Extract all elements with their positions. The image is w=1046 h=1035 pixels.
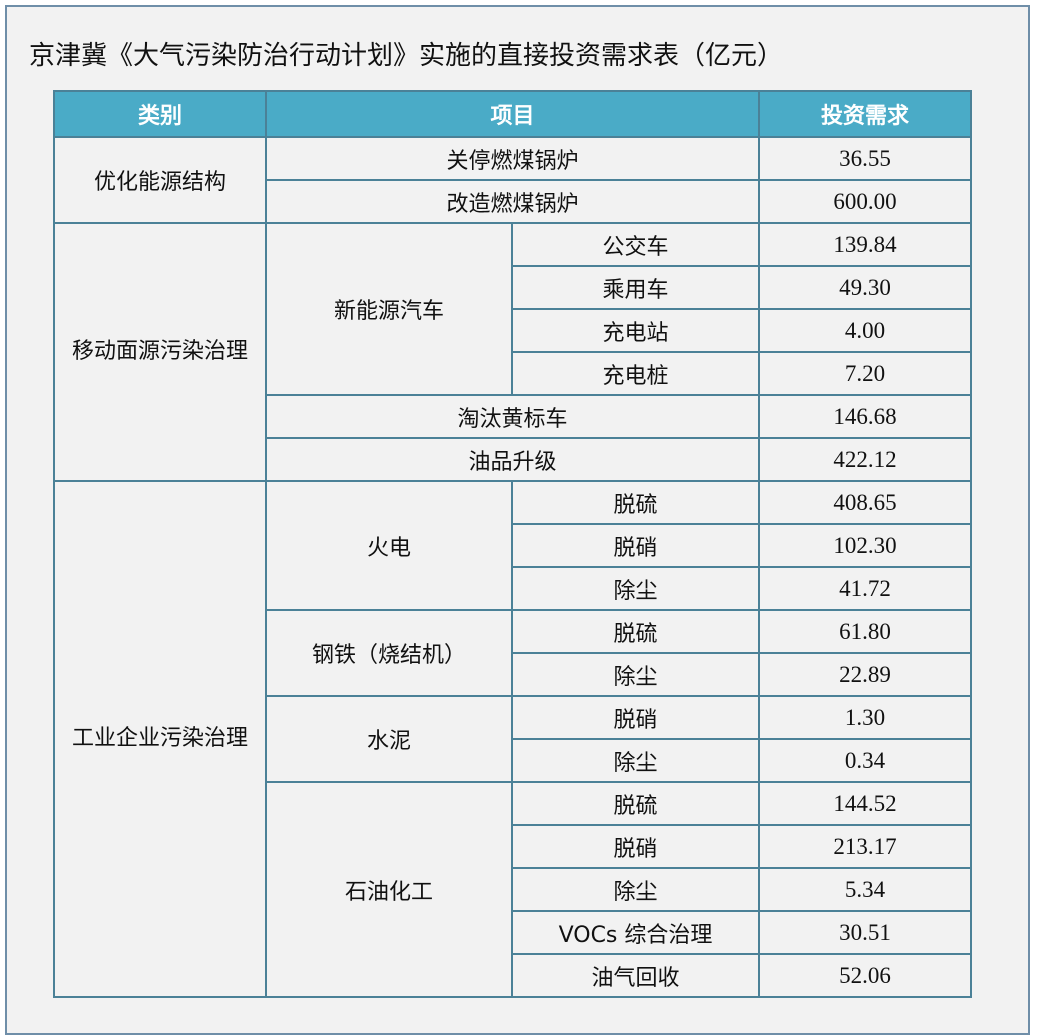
table-row: 除尘 0.34 <box>54 738 972 783</box>
value-cell: 139.84 <box>758 222 972 267</box>
table-row: 充电站 4.00 <box>54 308 972 353</box>
table-row: 水泥 脱硝 1.30 <box>54 695 972 783</box>
item-cell: 除尘 <box>511 867 760 912</box>
value-cell: 61.80 <box>758 609 972 654</box>
table-row: 脱硝 102.30 <box>54 523 972 568</box>
value-cell: 213.17 <box>758 824 972 869</box>
table-row: VOCs 综合治理 30.51 <box>54 910 972 955</box>
item-cell: 充电站 <box>511 308 760 353</box>
table-row: 除尘 22.89 <box>54 652 972 697</box>
item-cell: 脱硫 <box>511 609 760 654</box>
table-row: 乘用车 49.30 <box>54 265 972 310</box>
table-row: 优化能源结构 关停燃煤锅炉 36.55 <box>53 136 972 224</box>
table-row: 淘汰黄标车 146.68 <box>54 394 972 439</box>
value-cell: 600.00 <box>758 179 972 224</box>
category-cell: 工业企业污染治理 <box>53 480 267 998</box>
header-category: 类别 <box>53 90 267 138</box>
value-cell: 52.06 <box>758 953 972 998</box>
value-cell: 49.30 <box>758 265 972 310</box>
subcategory-cell: 水泥 <box>265 695 513 783</box>
header-item: 项目 <box>265 90 760 138</box>
item-cell: 公交车 <box>511 222 760 267</box>
item-cell: 充电桩 <box>511 351 760 396</box>
value-cell: 41.72 <box>758 566 972 611</box>
table-row: 油品升级 422.12 <box>54 437 972 482</box>
item-cell: 油气回收 <box>511 953 760 998</box>
value-cell: 1.30 <box>758 695 972 740</box>
page-title: 京津冀《大气污染防治行动计划》实施的直接投资需求表（亿元） <box>29 41 784 71</box>
category-cell: 移动面源污染治理 <box>53 222 267 482</box>
item-cell: 除尘 <box>511 652 760 697</box>
item-cell: 除尘 <box>511 566 760 611</box>
item-cell: 脱硫 <box>511 781 760 826</box>
category-cell: 优化能源结构 <box>53 136 267 224</box>
investment-table: 类别 项目 投资需求 优化能源结构 关停燃煤锅炉 36.55 改造燃煤锅炉 600.00… <box>53 90 972 998</box>
item-cell: 乘用车 <box>511 265 760 310</box>
item-cell: 油品升级 <box>265 437 760 482</box>
item-cell: 脱硝 <box>511 695 760 740</box>
value-cell: 7.20 <box>758 351 972 396</box>
value-cell: 422.12 <box>758 437 972 482</box>
table-row: 除尘 41.72 <box>54 566 972 611</box>
value-cell: 36.55 <box>758 136 972 181</box>
value-cell: 0.34 <box>758 738 972 783</box>
table-row: 脱硝 213.17 <box>54 824 972 869</box>
subcategory-cell: 新能源汽车 <box>265 222 513 396</box>
table-row: 充电桩 7.20 <box>54 351 972 396</box>
table-row: 移动面源污染治理 新能源汽车 公交车 139.84 <box>53 222 972 482</box>
value-cell: 102.30 <box>758 523 972 568</box>
table-row: 工业企业污染治理 火电 脱硫 408.65 <box>53 480 972 998</box>
table-row: 钢铁（烧结机） 脱硫 61.80 <box>54 609 972 697</box>
value-cell: 408.65 <box>758 480 972 525</box>
table-row: 油气回收 52.06 <box>54 953 972 998</box>
table-row: 石油化工 脱硫 144.52 <box>54 781 972 998</box>
item-cell: VOCs 综合治理 <box>511 910 760 955</box>
table-row: 改造燃煤锅炉 600.00 <box>54 179 972 224</box>
subcategory-cell: 钢铁（烧结机） <box>265 609 513 697</box>
value-cell: 146.68 <box>758 394 972 439</box>
header-investment: 投资需求 <box>758 90 972 138</box>
value-cell: 144.52 <box>758 781 972 826</box>
subcategory-cell: 火电 <box>265 480 513 611</box>
value-cell: 30.51 <box>758 910 972 955</box>
item-cell: 脱硝 <box>511 523 760 568</box>
item-cell: 关停燃煤锅炉 <box>265 136 760 181</box>
item-cell: 改造燃煤锅炉 <box>265 179 760 224</box>
value-cell: 22.89 <box>758 652 972 697</box>
item-cell: 除尘 <box>511 738 760 783</box>
subcategory-cell: 石油化工 <box>265 781 513 998</box>
value-cell: 4.00 <box>758 308 972 353</box>
item-cell: 脱硫 <box>511 480 760 525</box>
item-cell: 淘汰黄标车 <box>265 394 760 439</box>
item-cell: 脱硝 <box>511 824 760 869</box>
table-header: 类别 项目 投资需求 <box>53 90 972 138</box>
table-row: 除尘 5.34 <box>54 867 972 912</box>
value-cell: 5.34 <box>758 867 972 912</box>
